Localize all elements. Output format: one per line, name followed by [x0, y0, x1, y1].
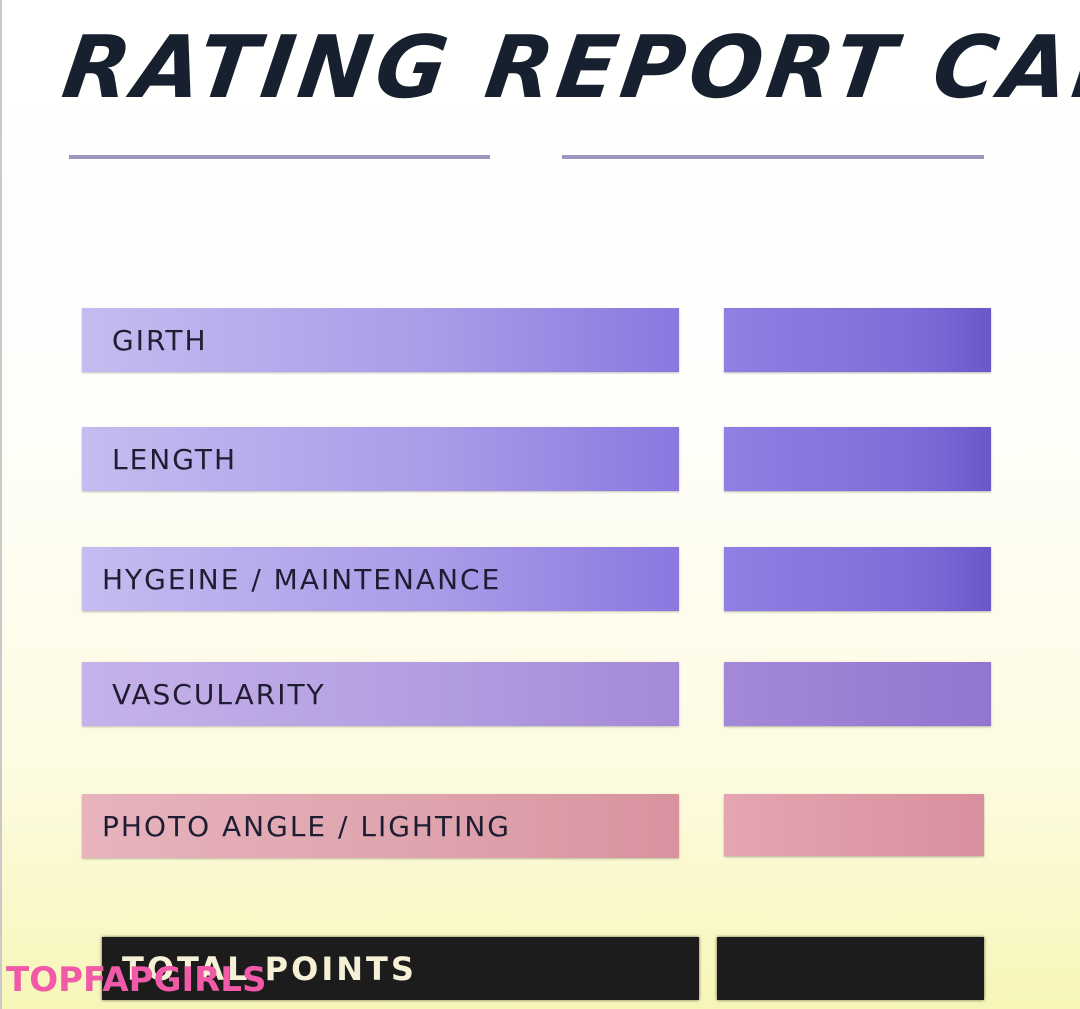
score-box	[724, 662, 991, 726]
title: RATING REPORT CARD	[56, 18, 1080, 118]
row-label: LENGTH	[82, 427, 679, 491]
score-box	[724, 308, 991, 372]
row-label: VASCULARITY	[82, 662, 679, 726]
rule	[562, 155, 984, 159]
score-box	[724, 547, 991, 611]
score-box	[724, 794, 984, 856]
score-box	[724, 427, 991, 491]
total-box	[717, 937, 984, 1000]
row-label: GIRTH	[82, 308, 679, 372]
total-label: TOTAL POINTS	[102, 937, 699, 1000]
row-label: HYGEINE / MAINTENANCE	[82, 547, 679, 611]
watermark: TOPFAPGIRLS	[6, 960, 267, 1000]
rule	[69, 155, 490, 159]
row-label: PHOTO ANGLE / LIGHTING	[82, 794, 679, 858]
